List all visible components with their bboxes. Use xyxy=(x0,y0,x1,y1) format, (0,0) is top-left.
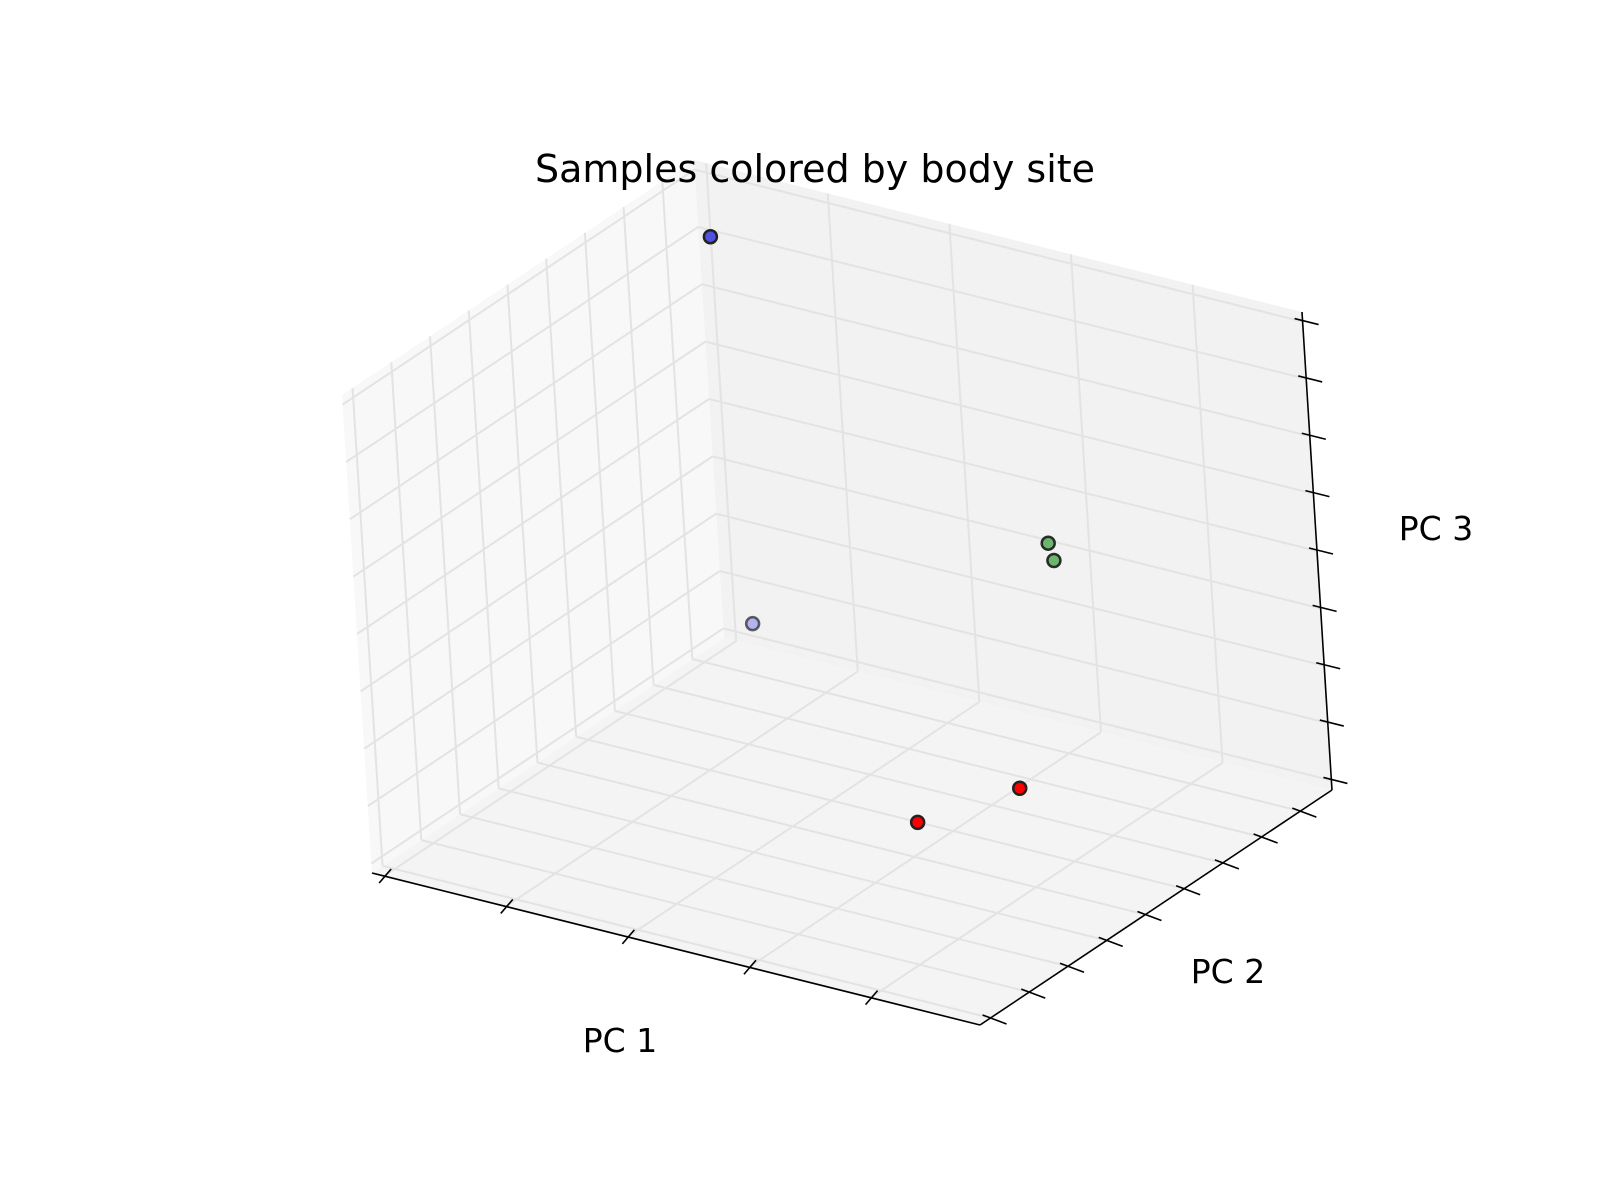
z-axis-tick xyxy=(1323,776,1348,785)
data-point-6 xyxy=(1046,552,1062,569)
data-point-4 xyxy=(1011,780,1028,797)
x-axis-tick xyxy=(864,990,879,1006)
chart-axes xyxy=(371,311,1348,1026)
data-point-3 xyxy=(909,814,926,831)
y-axis-tick xyxy=(1059,962,1085,973)
grid-line-y-floor xyxy=(575,735,1185,890)
grid-line-z-left xyxy=(345,226,699,463)
data-point-2 xyxy=(744,615,761,632)
z-axis-tick xyxy=(1316,661,1341,670)
x-axis-tick xyxy=(378,868,392,884)
y-axis-tick xyxy=(1175,884,1201,896)
grid-line-z-left xyxy=(352,340,706,578)
y-axis-line xyxy=(979,789,1333,1026)
grid-line-y-floor xyxy=(421,839,1030,994)
grid-line-z-back xyxy=(723,627,1332,782)
z-axis-line xyxy=(1301,311,1333,791)
grid-line-x-floor xyxy=(626,701,980,938)
grid-line-z-left xyxy=(367,570,721,807)
chart-grid xyxy=(342,162,1332,1019)
x-axis-tick xyxy=(621,929,635,945)
grid-line-y-floor xyxy=(692,658,1301,813)
chart-points xyxy=(702,228,1062,831)
y-axis-tick xyxy=(1253,833,1278,844)
data-point-5 xyxy=(1040,535,1056,551)
grid-line-z-left xyxy=(349,283,703,521)
y-axis-tick xyxy=(1020,988,1046,999)
grid-line-y-floor xyxy=(382,864,991,1019)
floor-pane xyxy=(372,638,1332,1025)
grid-line-y-floor xyxy=(498,787,1107,942)
grid-line-y-floor xyxy=(653,684,1262,838)
grid-line-z-back xyxy=(697,225,1307,380)
grid-line-z-back xyxy=(708,398,1318,552)
grid-line-x-floor xyxy=(505,670,859,908)
x-axis-line xyxy=(371,872,981,1026)
grid-line-z-left xyxy=(360,455,714,693)
grid-line-x-floor xyxy=(870,761,1224,999)
x-axis-tick xyxy=(743,959,757,975)
grid-line-y-floor xyxy=(537,761,1146,916)
y-axis-tick xyxy=(1137,910,1162,922)
grid-line-z-left xyxy=(342,168,696,406)
z-axis-tick xyxy=(1319,719,1344,727)
y-axis-tick xyxy=(982,1014,1007,1025)
grid-line-x-floor xyxy=(383,640,737,877)
y-axis-tick xyxy=(1098,936,1124,948)
y-axis-tick xyxy=(1292,807,1317,818)
z-axis-tick xyxy=(1305,489,1330,498)
grid-line-z-left xyxy=(356,398,710,635)
grid-line-z-left xyxy=(370,627,724,865)
chart-panes xyxy=(342,160,1332,1025)
grid-line-y-floor xyxy=(614,709,1224,864)
z-axis-tick xyxy=(1312,604,1337,613)
grid-line-z-back xyxy=(705,340,1314,495)
grid-line-z-back xyxy=(715,512,1325,667)
y-axis-label: PC 2 xyxy=(1191,952,1265,991)
grid-line-z-back xyxy=(719,570,1329,725)
z-axis-label: PC 3 xyxy=(1399,509,1473,548)
z-axis-tick xyxy=(1298,375,1323,383)
z-axis-tick xyxy=(1308,547,1334,555)
grid-line-z-back xyxy=(694,168,1303,323)
y-axis-tick xyxy=(1214,859,1240,870)
z-axis-tick xyxy=(1294,317,1319,326)
grid-line-z-left xyxy=(363,512,717,750)
x-axis-label: PC 1 xyxy=(583,1021,657,1060)
chart-title: Samples colored by body site xyxy=(535,147,1095,191)
x-axis-tick xyxy=(500,898,514,914)
grid-line-y-floor xyxy=(459,813,1069,968)
grid-line-x-floor xyxy=(748,731,1102,969)
data-point-1 xyxy=(702,228,719,245)
z-axis-tick xyxy=(1301,432,1326,441)
grid-line-z-back xyxy=(701,283,1311,438)
grid-line-z-back xyxy=(712,455,1321,610)
